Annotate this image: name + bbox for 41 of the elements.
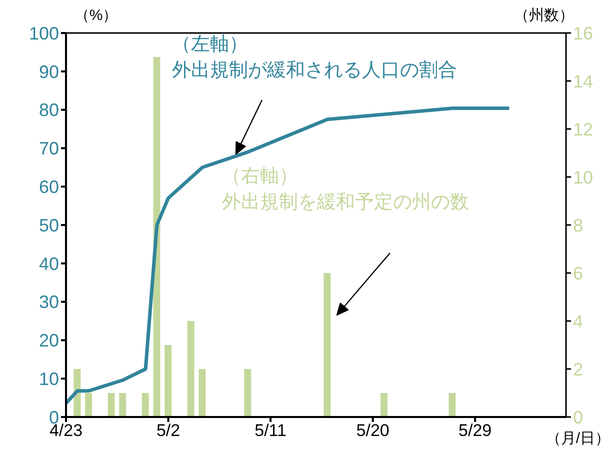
x-tick-label: 5/20 (356, 421, 390, 440)
bar (198, 369, 206, 417)
y2-tick-label: 12 (573, 119, 594, 140)
y-tick-label: 80 (38, 100, 59, 120)
y2-axis-title: （州数） (514, 7, 574, 24)
bar (324, 273, 331, 417)
annotation: （右軸）外出規制を緩和予定の州の数 (222, 166, 469, 213)
bar (153, 57, 160, 417)
bar (142, 393, 149, 417)
y2-tick-label: 8 (573, 215, 584, 236)
y-tick-label: 20 (38, 330, 59, 351)
bar (244, 369, 252, 417)
line-series (66, 106, 511, 405)
y-tick-label: 100 (28, 23, 59, 44)
y2-tick-label: 4 (573, 311, 584, 332)
y-tick-label: 40 (38, 254, 59, 274)
bar (85, 393, 92, 417)
bar (164, 345, 172, 417)
x-tick-label: 5/29 (458, 421, 492, 440)
bar (380, 393, 388, 417)
y2-tick-label: 2 (573, 359, 584, 380)
y2-tick-label: 6 (573, 263, 584, 284)
y2-tick-label: 10 (573, 167, 594, 188)
bar (448, 393, 456, 417)
y2-tick-label: 0 (573, 407, 584, 428)
y-tick-label: 60 (38, 176, 59, 197)
bar (119, 393, 126, 417)
annotation: （左軸）外出規制が緩和される人口の割合 (172, 34, 457, 81)
y-axis-title: （%） (74, 7, 118, 24)
y-tick-label: 90 (38, 62, 59, 82)
x-tick-label: 5/2 (156, 421, 180, 440)
y-tick-label: 50 (38, 215, 59, 236)
y-tick-label: 10 (38, 368, 59, 389)
y2-tick-label: 14 (573, 71, 594, 92)
bar (108, 393, 115, 417)
y-tick-label: 30 (38, 292, 59, 312)
y-tick-label: 70 (38, 138, 59, 159)
bar (187, 321, 194, 417)
x-axis-title: （月/日） (546, 430, 610, 447)
x-tick-label: 5/11 (254, 421, 286, 440)
y2-tick-label: 16 (573, 23, 594, 44)
